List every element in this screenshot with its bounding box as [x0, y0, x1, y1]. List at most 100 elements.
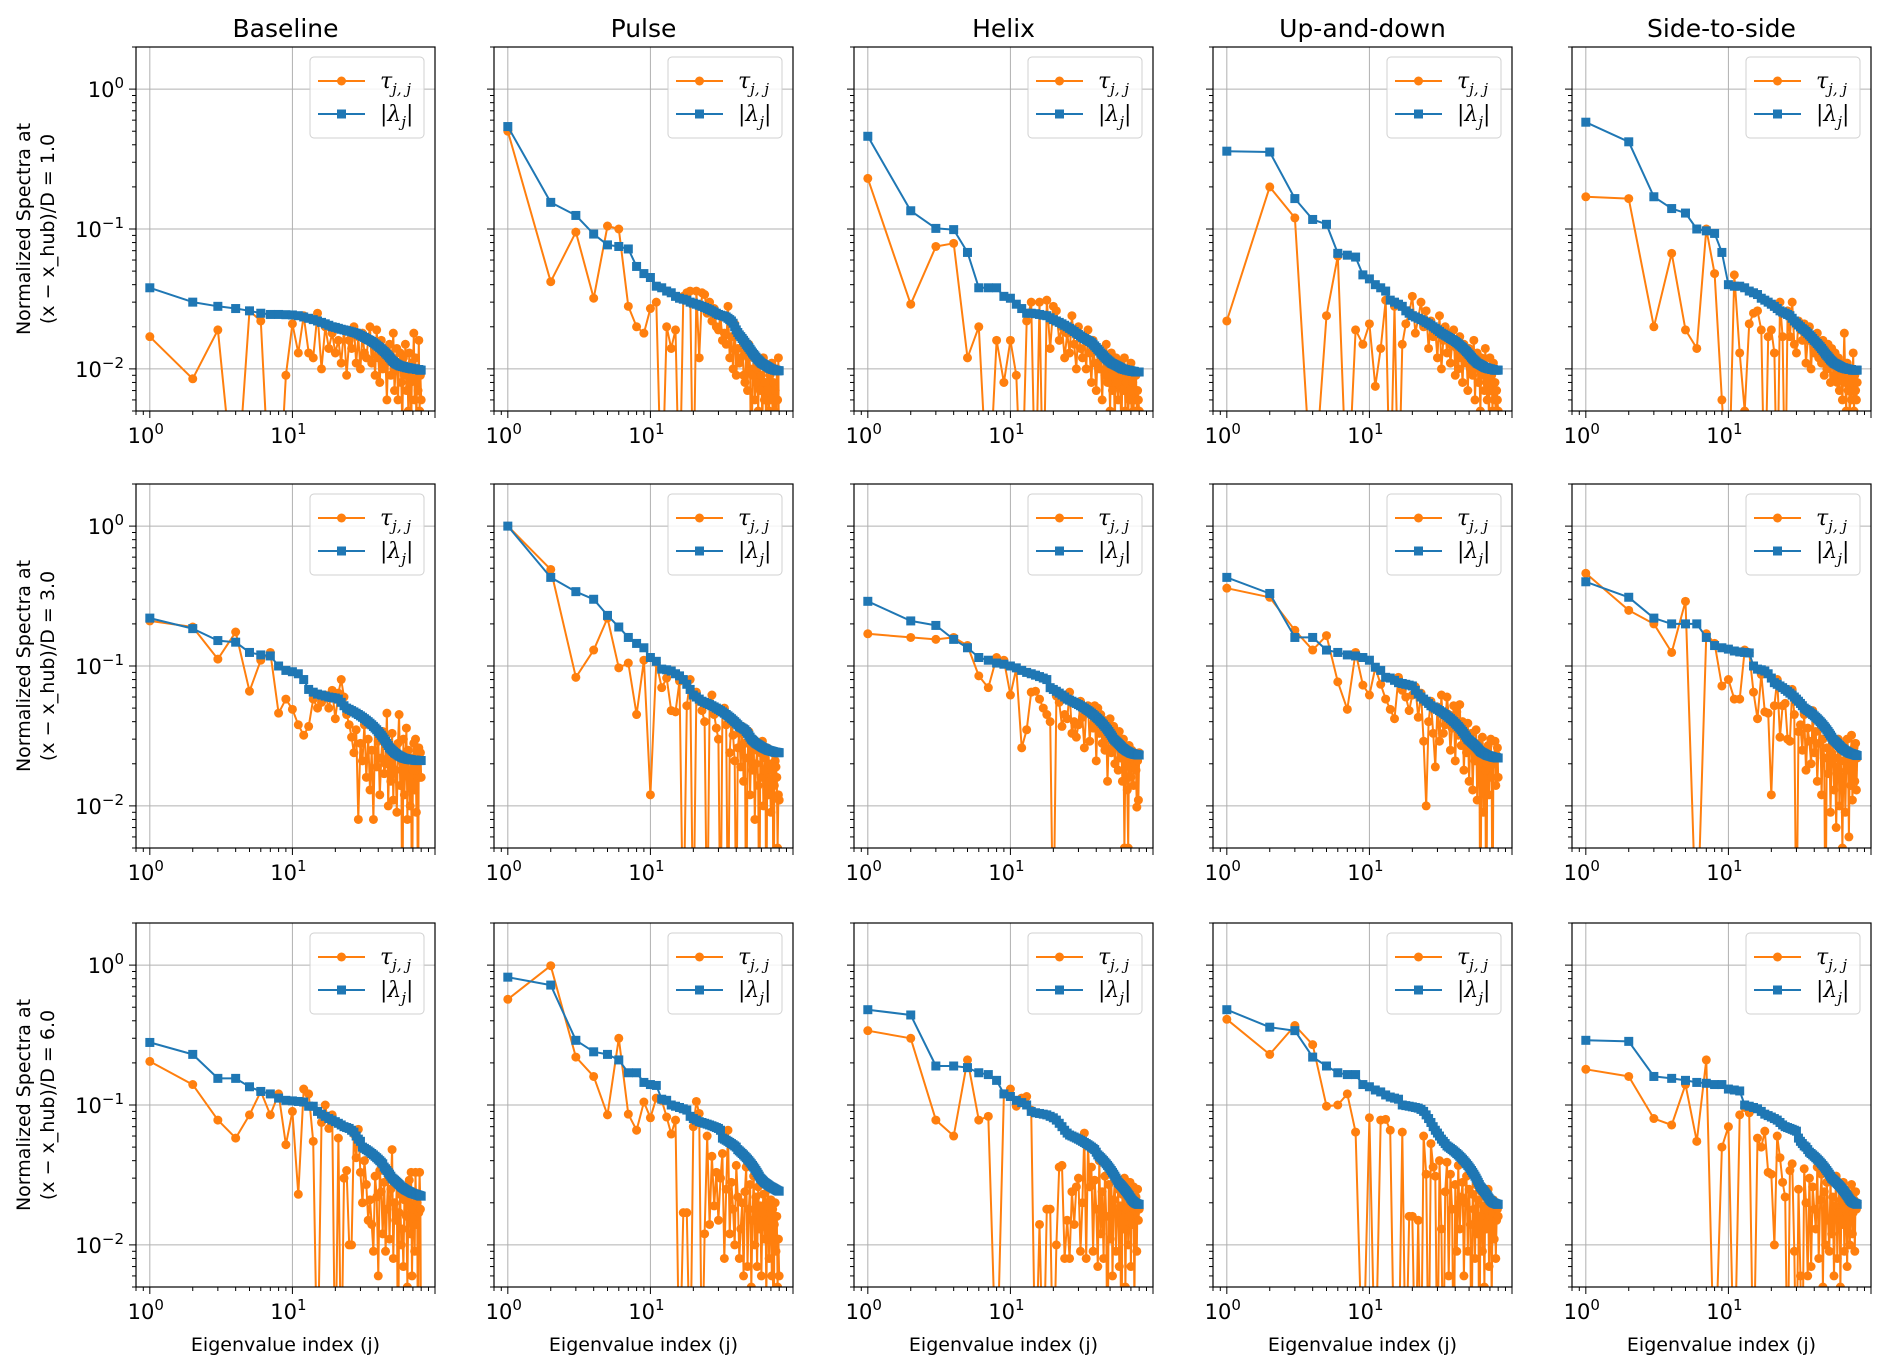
- data-point-tau: [1649, 322, 1659, 332]
- data-point-tau: [1333, 1100, 1343, 1110]
- y-tick-label: 10−2: [75, 354, 124, 382]
- tick-exponent: 1: [297, 857, 307, 875]
- data-point-tau: [287, 319, 297, 329]
- data-point-tau: [1452, 707, 1462, 717]
- data-point-tau: [1103, 776, 1113, 786]
- data-point-lambda: [1290, 1026, 1300, 1036]
- legend-symbol: |λ: [738, 539, 759, 564]
- legend-symbol: τ: [1457, 69, 1470, 94]
- y-axis-label: Normalized Spectra at (x − x_hub)/D = 6.0: [13, 999, 59, 1211]
- data-point-tau: [1744, 319, 1754, 329]
- data-point-tau: [410, 785, 420, 795]
- data-point-tau: [1735, 694, 1745, 704]
- data-point-tau: [1717, 1142, 1727, 1152]
- axes-frame: [853, 46, 1154, 412]
- data-point-lambda: [299, 1097, 309, 1107]
- legend-bar: |: [1842, 539, 1849, 564]
- data-point-lambda: [623, 244, 633, 254]
- y-axis-label-line2: (x − x_hub)/D = 3.0: [37, 571, 59, 761]
- data-point-tau: [1839, 1246, 1849, 1256]
- data-point-tau: [721, 1184, 731, 1194]
- data-point-tau: [1491, 1253, 1501, 1263]
- data-point-tau: [645, 1113, 655, 1123]
- data-point-tau: [1119, 353, 1129, 363]
- series-group: [503, 122, 784, 411]
- tick-base: 10: [1564, 1300, 1591, 1324]
- data-point-tau: [1054, 335, 1064, 345]
- data-point-lambda: [1740, 1100, 1750, 1110]
- data-point-lambda: [1729, 281, 1739, 291]
- data-point-lambda: [304, 313, 314, 323]
- data-point-lambda: [1134, 1199, 1144, 1209]
- x-tick-label: 100: [846, 420, 882, 448]
- data-point-lambda: [546, 572, 556, 582]
- data-point-tau: [1370, 381, 1380, 391]
- data-point-tau: [1100, 370, 1110, 380]
- x-tick-label: 100: [846, 1296, 882, 1324]
- legend-symbol: τ: [380, 945, 393, 970]
- x-tick-label: 101: [270, 857, 306, 885]
- data-point-tau: [1809, 1204, 1819, 1214]
- data-point-lambda: [1265, 588, 1275, 598]
- data-point-lambda: [1766, 673, 1776, 683]
- series-group: [1222, 146, 1503, 411]
- data-point-tau: [863, 1026, 873, 1036]
- data-point-tau: [415, 748, 425, 758]
- data-point-tau: [1818, 1282, 1828, 1287]
- data-point-tau: [1481, 377, 1491, 387]
- y-tick-label: 10−1: [75, 214, 124, 242]
- data-point-tau: [1763, 708, 1773, 718]
- data-point-tau: [1471, 725, 1481, 735]
- series-group: [863, 131, 1144, 411]
- data-point-tau: [1479, 386, 1489, 396]
- tick-base: 10: [75, 655, 102, 679]
- y-axis-label-line1: Normalized Spectra at: [13, 560, 35, 772]
- x-tick-label: 100: [1205, 420, 1241, 448]
- axes-frame: [135, 46, 436, 412]
- legend-marker-tau: [1773, 952, 1782, 962]
- data-point-lambda: [1022, 308, 1032, 318]
- legend-subscript: j: [756, 550, 764, 568]
- data-point-tau: [1459, 1271, 1469, 1281]
- data-point-lambda: [974, 1068, 984, 1078]
- legend-subscript: j: [756, 113, 764, 131]
- data-point-tau: [1851, 785, 1861, 795]
- data-point-tau: [1829, 1271, 1839, 1281]
- x-tick-label: 101: [628, 420, 664, 448]
- data-point-tau: [755, 386, 765, 396]
- data-point-tau: [974, 671, 984, 681]
- data-point-lambda: [1723, 280, 1733, 290]
- y-axis-label-line2: (x − x_hub)/D = 6.0: [37, 1010, 59, 1200]
- data-point-lambda: [639, 269, 649, 279]
- data-point-tau: [1649, 1114, 1659, 1124]
- tick-base: 10: [88, 78, 115, 102]
- legend-subscript: j, j: [1466, 80, 1488, 98]
- tick-base: 10: [128, 424, 155, 448]
- data-point-tau: [368, 814, 378, 824]
- data-point-tau: [1042, 710, 1052, 720]
- data-point-tau: [1808, 1182, 1818, 1192]
- data-point-tau: [1126, 772, 1136, 782]
- tick-exponent: 1: [1374, 1296, 1384, 1314]
- legend-symbol: |λ: [1457, 539, 1478, 564]
- data-point-tau: [339, 1173, 349, 1183]
- data-point-tau: [1785, 736, 1795, 746]
- data-point-tau: [385, 339, 395, 349]
- data-point-tau: [751, 377, 761, 387]
- data-point-lambda: [682, 679, 692, 689]
- data-point-lambda: [602, 1049, 612, 1059]
- data-point-tau: [1222, 316, 1232, 326]
- data-point-tau: [372, 325, 382, 335]
- data-point-lambda: [614, 622, 624, 632]
- data-point-lambda: [188, 624, 198, 634]
- data-point-tau: [1789, 339, 1799, 349]
- data-point-lambda: [1723, 644, 1733, 654]
- data-point-tau: [717, 1149, 727, 1159]
- data-point-lambda: [1723, 1084, 1733, 1094]
- data-point-tau: [353, 814, 363, 824]
- data-point-lambda: [1370, 662, 1380, 672]
- legend-marker-tau: [337, 952, 346, 962]
- data-point-tau: [391, 1215, 401, 1225]
